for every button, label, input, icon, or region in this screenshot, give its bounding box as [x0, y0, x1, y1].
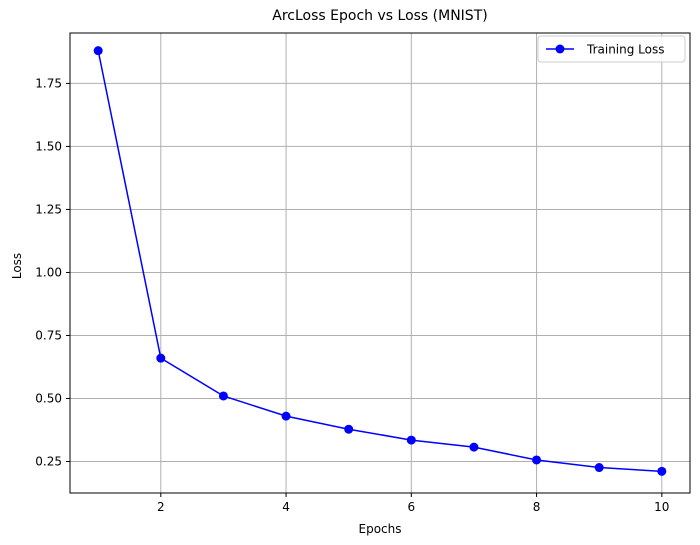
legend-box: [537, 35, 686, 63]
legend: Training Loss: [537, 35, 686, 63]
data-point: [532, 455, 542, 465]
data-point: [93, 46, 103, 56]
data-point: [218, 391, 228, 401]
x-tick-label: 4: [282, 500, 290, 514]
y-tick-label: 0.50: [35, 391, 62, 405]
y-tick-label: 1.50: [35, 139, 62, 153]
ticks: 2 4 6 8 10 0.25 0.50 0.75 1.00 1.25 1.50 1.75: [35, 76, 669, 514]
data-point: [156, 353, 166, 363]
x-tick-label: 10: [654, 500, 669, 514]
x-tick-label: 8: [533, 500, 541, 514]
series-layer: [93, 46, 667, 476]
data-point: [657, 466, 667, 476]
data-point: [469, 442, 479, 452]
y-axis-label: Loss: [10, 253, 24, 279]
x-tick-label: 6: [407, 500, 415, 514]
series-line-training-loss: [97, 50, 662, 473]
y-tick-label: 0.25: [35, 454, 62, 468]
legend-label-training-loss: Training Loss: [586, 43, 664, 57]
plot-frame: [69, 32, 691, 494]
data-point: [594, 463, 604, 473]
data-point: [406, 435, 416, 445]
data-point: [281, 411, 291, 421]
grid: [70, 33, 690, 493]
y-tick-label: 1.00: [35, 265, 62, 279]
x-axis-label: Epochs: [359, 522, 402, 536]
data-point: [344, 424, 354, 434]
x-tick-label: 2: [157, 500, 165, 514]
y-tick-label: 0.75: [35, 328, 62, 342]
legend-marker: [555, 44, 565, 54]
chart-title: ArcLoss Epoch vs Loss (MNIST): [272, 8, 487, 24]
y-tick-label: 1.25: [35, 202, 62, 216]
y-tick-label: 1.75: [35, 76, 62, 90]
